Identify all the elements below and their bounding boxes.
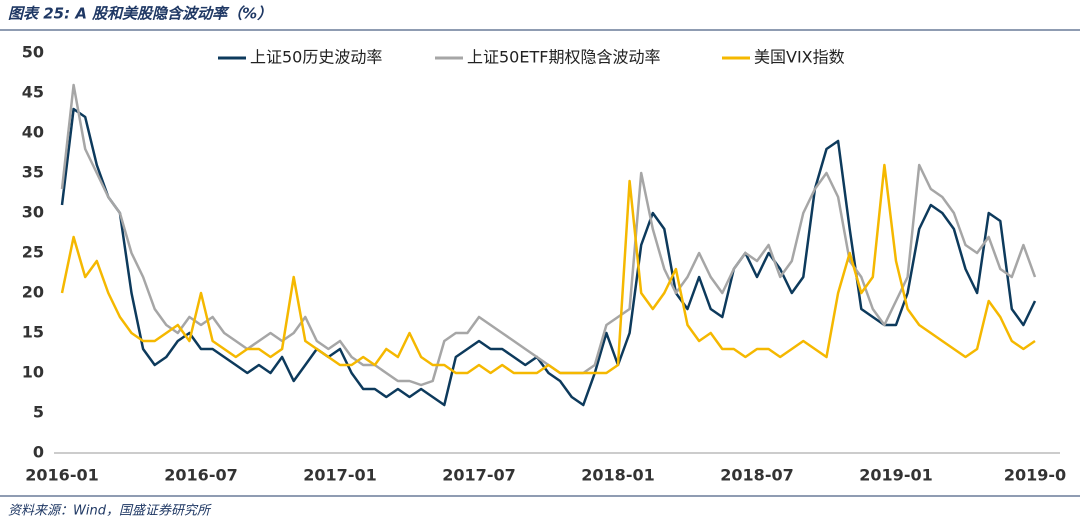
x-tick-label: 2019-0 [1004,466,1066,485]
y-tick-label: 30 [22,203,44,222]
x-tick-label: 2019-01 [859,466,932,485]
x-tick-label: 2016-07 [164,466,237,485]
chart-title: 图表 25: A 股和美股隐含波动率（%） [8,5,272,23]
series-line [60,107,1037,407]
source: 资料来源：Wind，国盛证券研究所 [8,503,212,519]
y-tick-label: 45 [22,83,44,102]
x-tick-label: 2017-01 [303,466,376,485]
x-tick-label: 2018-07 [720,466,793,485]
y-tick-label: 35 [22,163,44,182]
legend-label: 上证50历史波动率 [250,48,382,67]
x-tick-label: 2017-07 [442,466,515,485]
y-tick-label: 10 [22,363,44,382]
x-tick-label: 2016-01 [25,466,98,485]
x-tick-label: 2018-01 [581,466,654,485]
y-tick-label: 20 [22,283,44,302]
y-tick-label: 0 [33,443,44,462]
legend-label: 美国VIX指数 [754,48,845,67]
y-tick-label: 25 [22,243,44,262]
series-line [60,83,1037,387]
legend-label: 上证50ETF期权隐含波动率 [467,48,660,67]
y-tick-label: 5 [33,403,44,422]
y-tick-label: 50 [22,43,44,62]
series-line [60,163,1036,375]
y-tick-label: 40 [22,123,44,142]
y-tick-label: 15 [22,323,44,342]
